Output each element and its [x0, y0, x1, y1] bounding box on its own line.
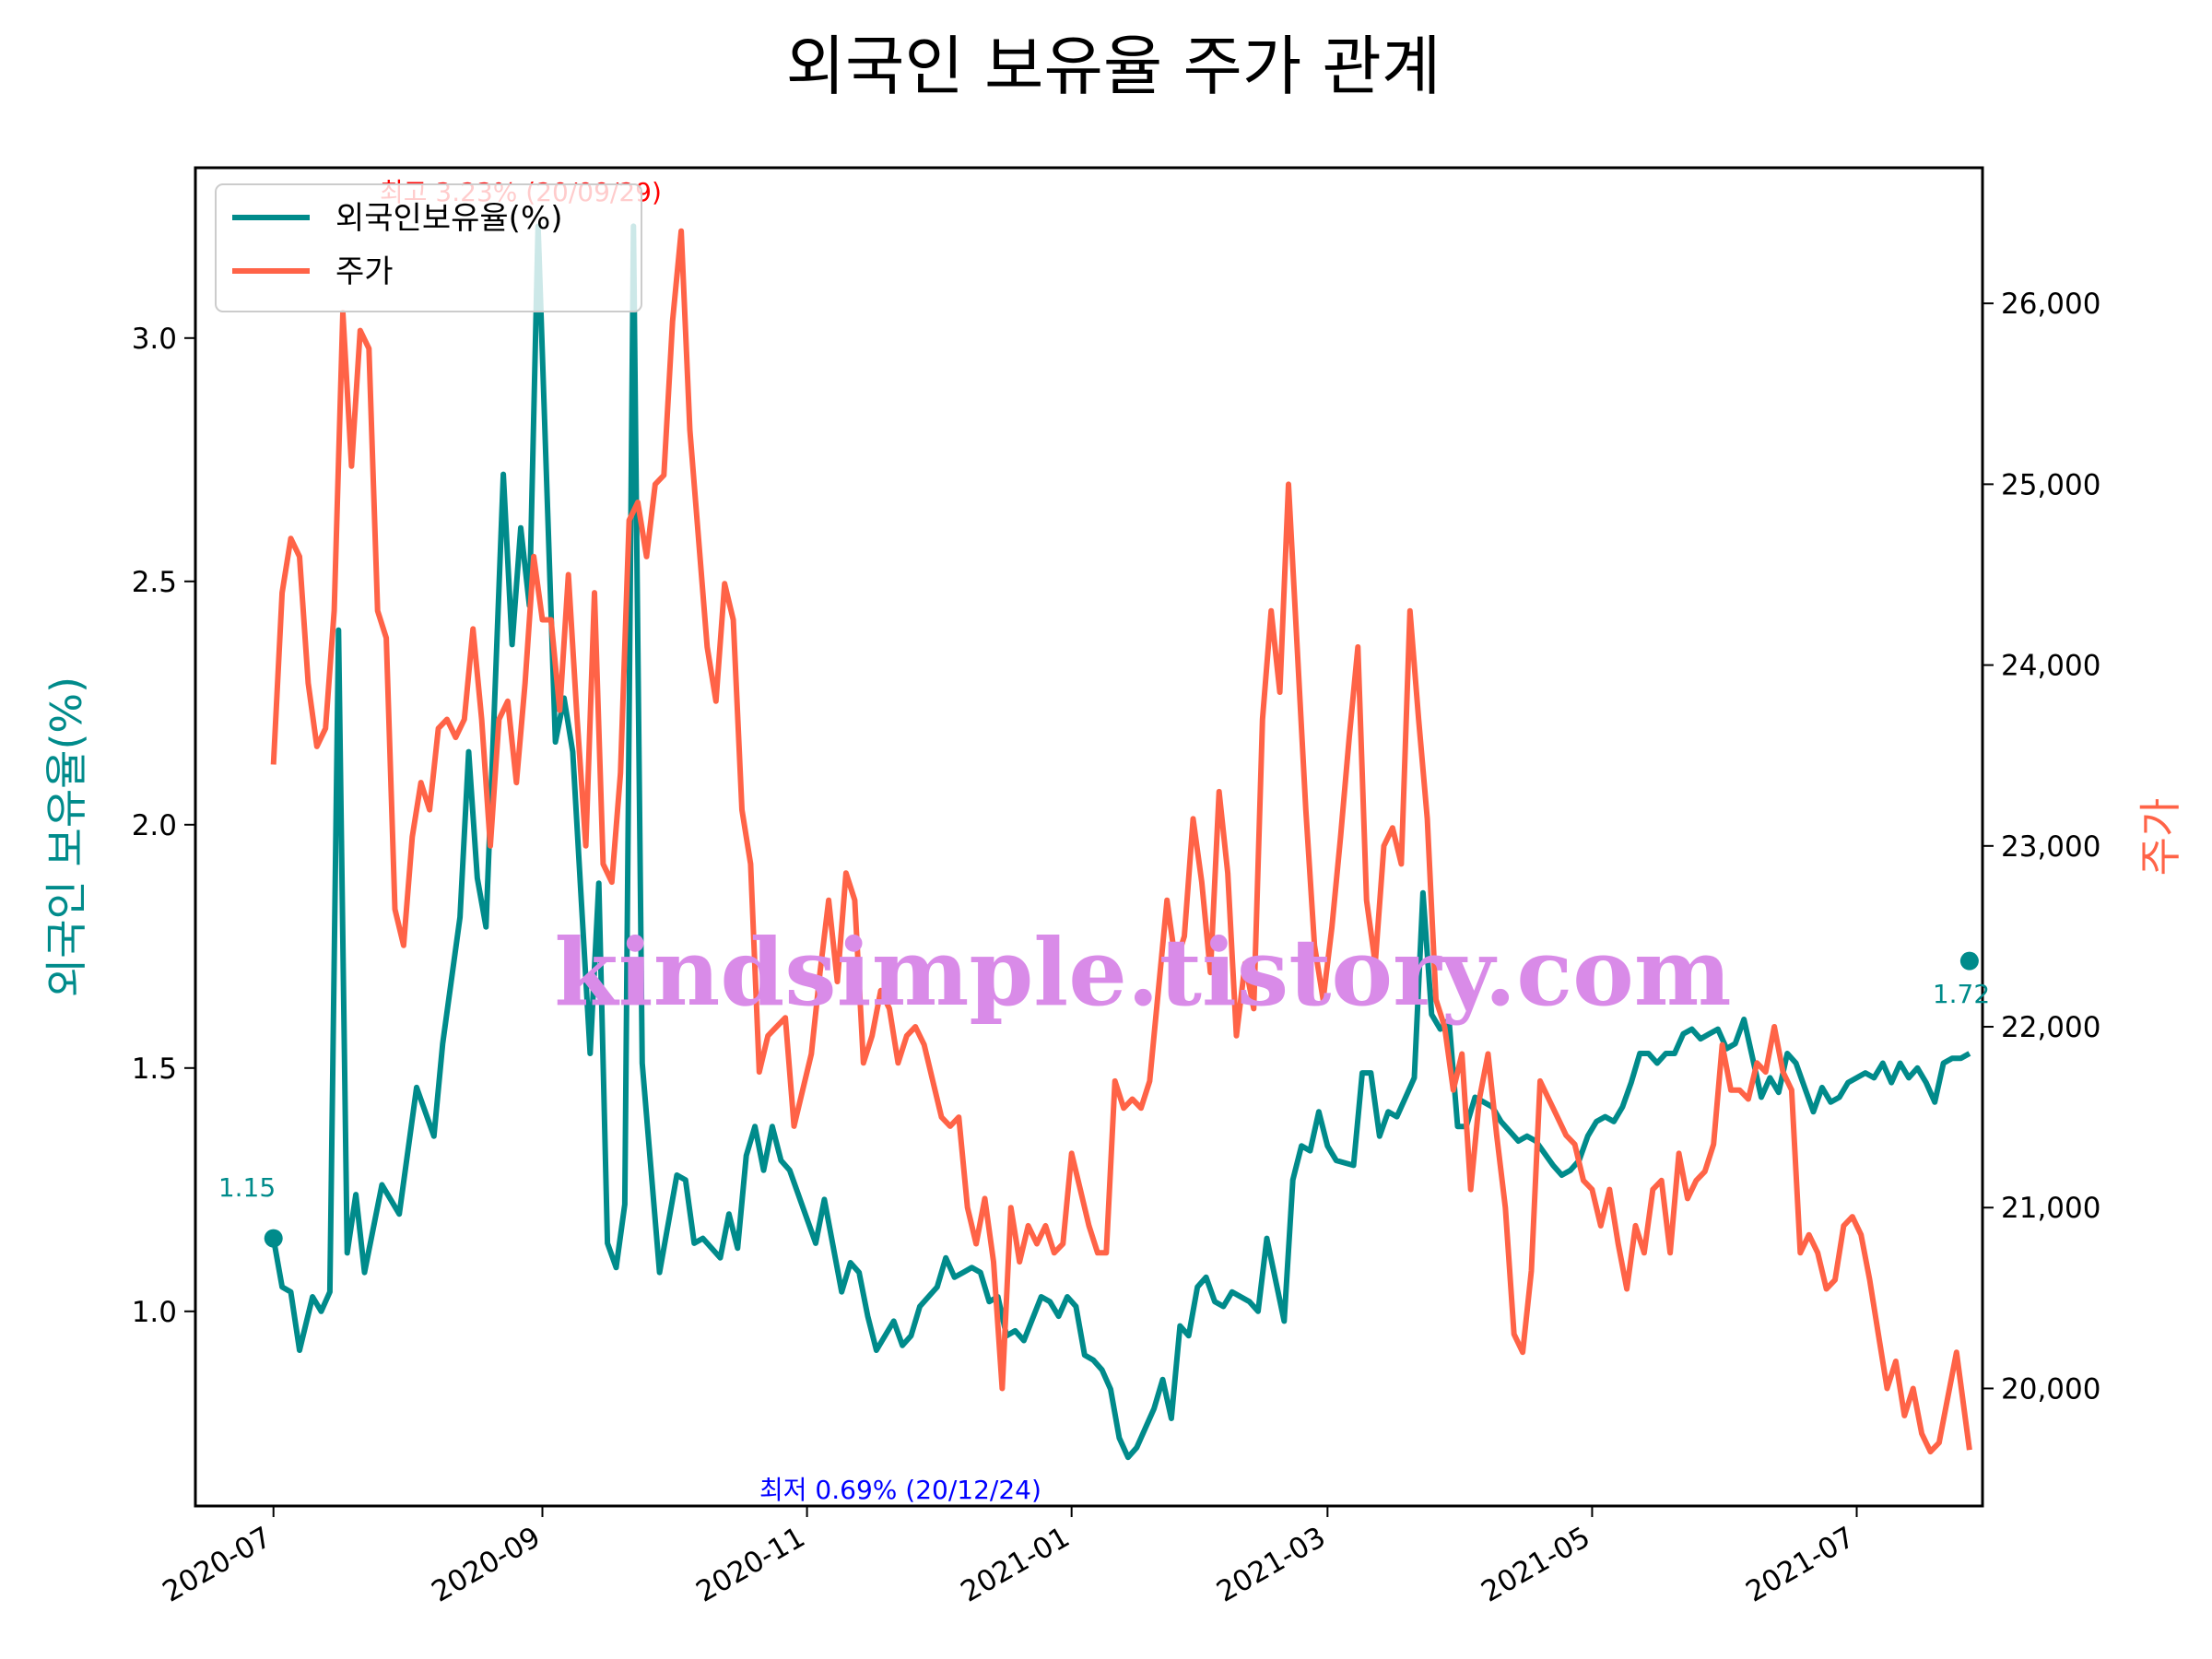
left-y-axis-title: 외국인 보유율(%)	[41, 677, 91, 997]
min-annotation: 최저 0.69% (20/12/24)	[759, 1475, 1041, 1505]
right-y-axis: 20,000 21,000 22,000 23,000 24,000 25,000 26,0…	[1983, 288, 2100, 1406]
x-tick-label-2: 2020-11	[690, 1521, 810, 1609]
x-tick-label-3: 2021-01	[955, 1521, 1075, 1609]
right-y-tick-label-6: 26,000	[2001, 288, 2100, 321]
series-layer	[264, 223, 1979, 1461]
legend-box	[215, 183, 642, 312]
end-marker	[1959, 951, 1979, 971]
left-y-tick-label-1: 1.5	[132, 1053, 177, 1086]
right-y-tick-label-5: 25,000	[2001, 468, 2100, 501]
series-line-price	[270, 228, 1972, 1455]
left-y-tick-label-3: 2.5	[132, 566, 177, 599]
right-y-tick-label-4: 24,000	[2001, 650, 2100, 683]
plot-area	[194, 166, 1984, 1508]
legend: 외국인보유율(%) 주가	[215, 183, 642, 312]
legend-label-foreign: 외국인보유율(%)	[335, 200, 563, 237]
x-axis: 2020-07 2020-09 2020-11 2021-01 2021-03 2021-…	[158, 1506, 1861, 1609]
series-line-foreign	[270, 223, 1971, 1461]
left-y-tick-label-2: 2.0	[132, 809, 177, 842]
chart-title: 외국인 보유율 주가 관계	[786, 29, 1441, 104]
left-y-axis: 1.0 1.5 2.0 2.5 3.0	[132, 323, 195, 1329]
left-y-tick-label-4: 3.0	[132, 323, 177, 356]
watermark: kindsimple.tistory.com	[554, 918, 1731, 1027]
legend-label-price: 주가	[335, 253, 394, 290]
x-tick-label-0: 2020-07	[158, 1521, 277, 1609]
plot-frame	[194, 166, 1984, 1508]
right-y-tick-label-0: 20,000	[2001, 1372, 2100, 1406]
x-tick-label-6: 2021-07	[1740, 1521, 1860, 1609]
right-y-axis-title: 주가	[2136, 798, 2185, 877]
start-marker	[264, 1229, 283, 1248]
start-value-annotation: 1.15	[218, 1172, 276, 1203]
x-tick-label-4: 2021-03	[1211, 1521, 1331, 1609]
x-tick-label-1: 2020-09	[426, 1521, 546, 1609]
right-y-tick-label-3: 23,000	[2001, 830, 2100, 864]
right-y-tick-label-1: 21,000	[2001, 1192, 2100, 1225]
right-y-tick-label-2: 22,000	[2001, 1011, 2100, 1044]
end-value-annotation: 1.72	[1933, 979, 1990, 1009]
left-y-tick-label-0: 1.0	[132, 1296, 177, 1329]
x-tick-label-5: 2021-05	[1476, 1521, 1595, 1609]
